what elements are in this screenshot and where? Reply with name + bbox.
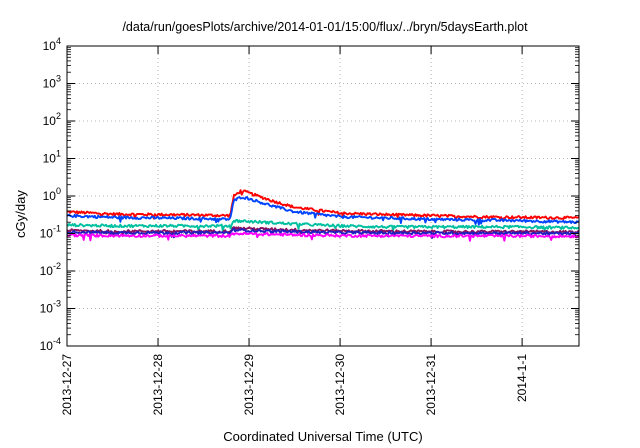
series-line-1: [66, 189, 580, 222]
y-tick-label: 10-3: [40, 299, 61, 316]
y-tick-label: 10-2: [40, 261, 61, 278]
y-tick-label: 102: [43, 111, 61, 128]
y-tick-label: 100: [43, 186, 61, 203]
x-tick-label: 2013-12-28: [151, 354, 165, 416]
x-tick-label: 2013-12-29: [242, 354, 256, 416]
chart-title: /data/run/goesPlots/archive/2014-01-01/1…: [122, 20, 528, 34]
series-group: [66, 189, 580, 242]
y-tick-label: 10-4: [40, 336, 61, 353]
grid: [67, 46, 579, 346]
ticks: [66, 45, 579, 347]
y-tick-label: 104: [43, 36, 61, 53]
y-axis-label: cGy/day: [13, 190, 28, 238]
x-tick-label: 2013-12-27: [60, 354, 74, 416]
series-line-4: [66, 226, 580, 237]
x-tick-label: 2014-1-1: [515, 354, 529, 402]
x-axis-label: Coordinated Universal Time (UTC): [223, 429, 422, 444]
x-tick-labels: 2013-12-27 2013-12-28 2013-12-29 2013-12-30…: [60, 354, 529, 416]
series-line-5: [66, 227, 580, 239]
y-tick-label: 101: [43, 149, 61, 166]
y-tick-labels: 10-4 10-3 10-2 10-1 100 101 102 103 104: [40, 36, 61, 353]
y-tick-label: 103: [43, 74, 61, 91]
y-tick-label: 10-1: [40, 224, 61, 241]
x-tick-label: 2013-12-31: [424, 354, 438, 416]
series-line-2: [66, 196, 580, 226]
x-tick-label: 2013-12-30: [333, 354, 347, 416]
series-line-3: [66, 218, 580, 232]
series-line-6: [66, 231, 580, 242]
